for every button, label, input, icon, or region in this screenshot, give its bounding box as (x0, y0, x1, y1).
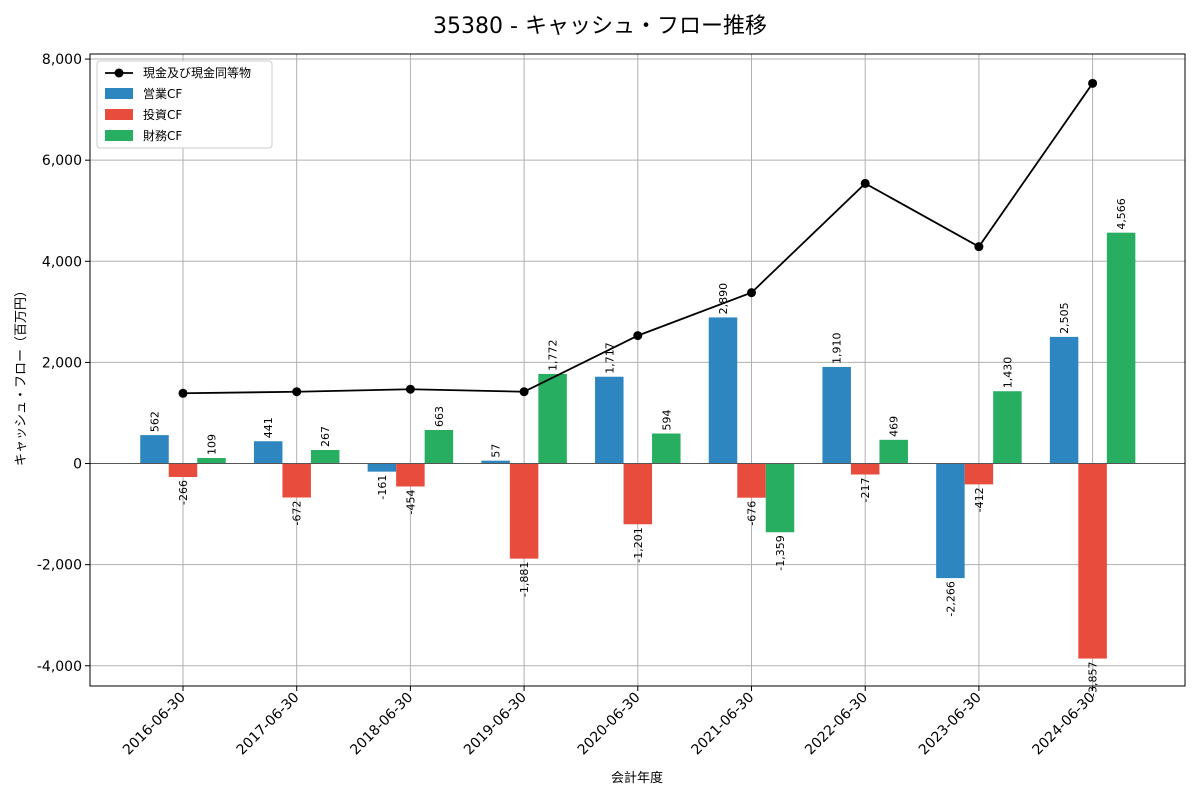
data-label: 594 (660, 410, 673, 431)
x-tick-label: 2017-06-30 (234, 690, 303, 759)
data-label: 109 (206, 434, 219, 455)
bar-1-2020-06-30 (595, 376, 624, 464)
data-label: 4,566 (1115, 198, 1128, 230)
x-tick-label: 2024-06-30 (1030, 690, 1099, 759)
data-label: -217 (859, 478, 872, 503)
x-tick-label: 2021-06-30 (688, 690, 757, 759)
data-label: 562 (149, 411, 162, 432)
bar-1-2022-06-30 (822, 366, 851, 464)
bar-marks (140, 232, 1136, 659)
bar-3-2020-06-30 (652, 433, 681, 464)
grid-lines (90, 54, 1185, 686)
data-label: -3,857 (1087, 662, 1100, 697)
legend-line-marker (114, 68, 124, 78)
x-tick-label: 2019-06-30 (461, 690, 530, 759)
data-label: -672 (291, 501, 304, 526)
y-tick-label: 8,000 (42, 52, 82, 68)
data-label: 1,910 (831, 332, 844, 364)
data-labels: 562 441 -161 57 1,717 2,890 1,910 -2,266 2,505 -2… (149, 198, 1129, 697)
bar-3-2024-06-30 (1106, 232, 1136, 464)
bar-3-2021-06-30 (765, 463, 795, 533)
x-axis-label: 会計年度 (611, 770, 663, 786)
data-label: 1,772 (547, 339, 560, 371)
bar-2-2024-06-30 (1078, 463, 1107, 659)
y-tick-label: 4,000 (42, 254, 82, 270)
cash-point-2022-06-30 (860, 178, 870, 188)
legend-entry-cash: 現金及び現金同等物 (143, 65, 251, 80)
y-tick-label: 0 (73, 457, 82, 473)
y-tick-label: -2,000 (37, 558, 82, 574)
bar-3-2018-06-30 (424, 430, 454, 464)
x-tick-label: 2020-06-30 (575, 690, 644, 759)
bar-1-2024-06-30 (1049, 336, 1079, 464)
legend-entry-3: 財務CF (143, 128, 182, 143)
x-tick-label: 2022-06-30 (802, 690, 871, 759)
y-tick-label: 6,000 (42, 153, 82, 169)
bar-3-2017-06-30 (310, 450, 340, 464)
bar-1-2018-06-30 (367, 463, 397, 472)
data-label: 2,505 (1058, 302, 1071, 334)
data-label: -266 (177, 480, 190, 505)
data-label: -1,881 (518, 562, 531, 597)
y-axis-label: キャッシュ・フロー（百万円） (14, 284, 29, 466)
cash-point-2016-06-30 (178, 388, 188, 398)
y-tick-label: 2,000 (42, 355, 82, 371)
bar-2-2019-06-30 (509, 463, 539, 559)
data-label: 663 (433, 406, 446, 427)
legend-entry-2: 投資CF (143, 107, 182, 122)
data-label: -1,359 (774, 535, 787, 570)
data-label: 1,717 (603, 342, 616, 374)
x-tick-label: 2023-06-30 (916, 690, 985, 759)
cash-line (178, 78, 1098, 398)
bar-2-2022-06-30 (850, 463, 880, 475)
data-label: -454 (404, 489, 417, 514)
data-label: 441 (262, 417, 275, 438)
bar-2-2020-06-30 (623, 463, 653, 525)
bar-1-2021-06-30 (708, 317, 738, 464)
bar-1-2017-06-30 (253, 441, 283, 464)
legend-swatch-2 (105, 109, 133, 120)
bar-1-2016-06-30 (140, 435, 169, 464)
bar-2-2023-06-30 (964, 463, 994, 485)
bar-1-2019-06-30 (481, 460, 510, 464)
x-axis-ticks: 2016-06-30 2017-06-30 2018-06-30 2019-06-30… (120, 686, 1098, 758)
data-label: 2,890 (717, 283, 730, 315)
legend-box (96, 60, 273, 149)
bar-2-2016-06-30 (168, 463, 198, 477)
data-label: -2,266 (944, 581, 957, 616)
x-tick-label: 2018-06-30 (347, 690, 416, 759)
data-label: 57 (490, 444, 503, 458)
legend-swatch-3 (105, 130, 133, 141)
bar-3-2022-06-30 (879, 439, 908, 464)
data-label: -1,201 (632, 527, 645, 562)
bar-3-2023-06-30 (993, 391, 1022, 464)
cash-point-2023-06-30 (974, 242, 984, 252)
cash-point-2018-06-30 (405, 384, 415, 394)
cash-point-2024-06-30 (1088, 78, 1098, 88)
y-axis-ticks: -4,000 -2,000 0 2,000 4,000 6,000 8,000 (37, 52, 90, 675)
bar-2-2017-06-30 (282, 463, 311, 498)
data-label: 267 (319, 426, 332, 447)
bar-2-2018-06-30 (396, 463, 425, 487)
cash-point-2019-06-30 (519, 387, 529, 397)
data-label: -676 (746, 501, 759, 526)
cash-point-2020-06-30 (633, 331, 643, 341)
data-label: -161 (376, 475, 389, 500)
data-label: 1,430 (1001, 357, 1014, 389)
x-tick-label: 2016-06-30 (120, 690, 189, 759)
bar-3-2019-06-30 (538, 373, 567, 464)
data-label: 469 (888, 416, 901, 437)
bar-1-2023-06-30 (936, 463, 965, 579)
bar-2-2021-06-30 (737, 463, 766, 498)
chart-title: 35380 - キャッシュ・フロー推移 (433, 14, 767, 39)
legend-swatch-1 (105, 88, 133, 99)
y-tick-label: -4,000 (37, 659, 82, 675)
legend-entry-1: 営業CF (143, 87, 182, 101)
cash-point-2017-06-30 (292, 387, 302, 397)
cash-point-2021-06-30 (747, 288, 756, 298)
data-label: -412 (973, 487, 986, 512)
bar-3-2016-06-30 (197, 458, 226, 464)
